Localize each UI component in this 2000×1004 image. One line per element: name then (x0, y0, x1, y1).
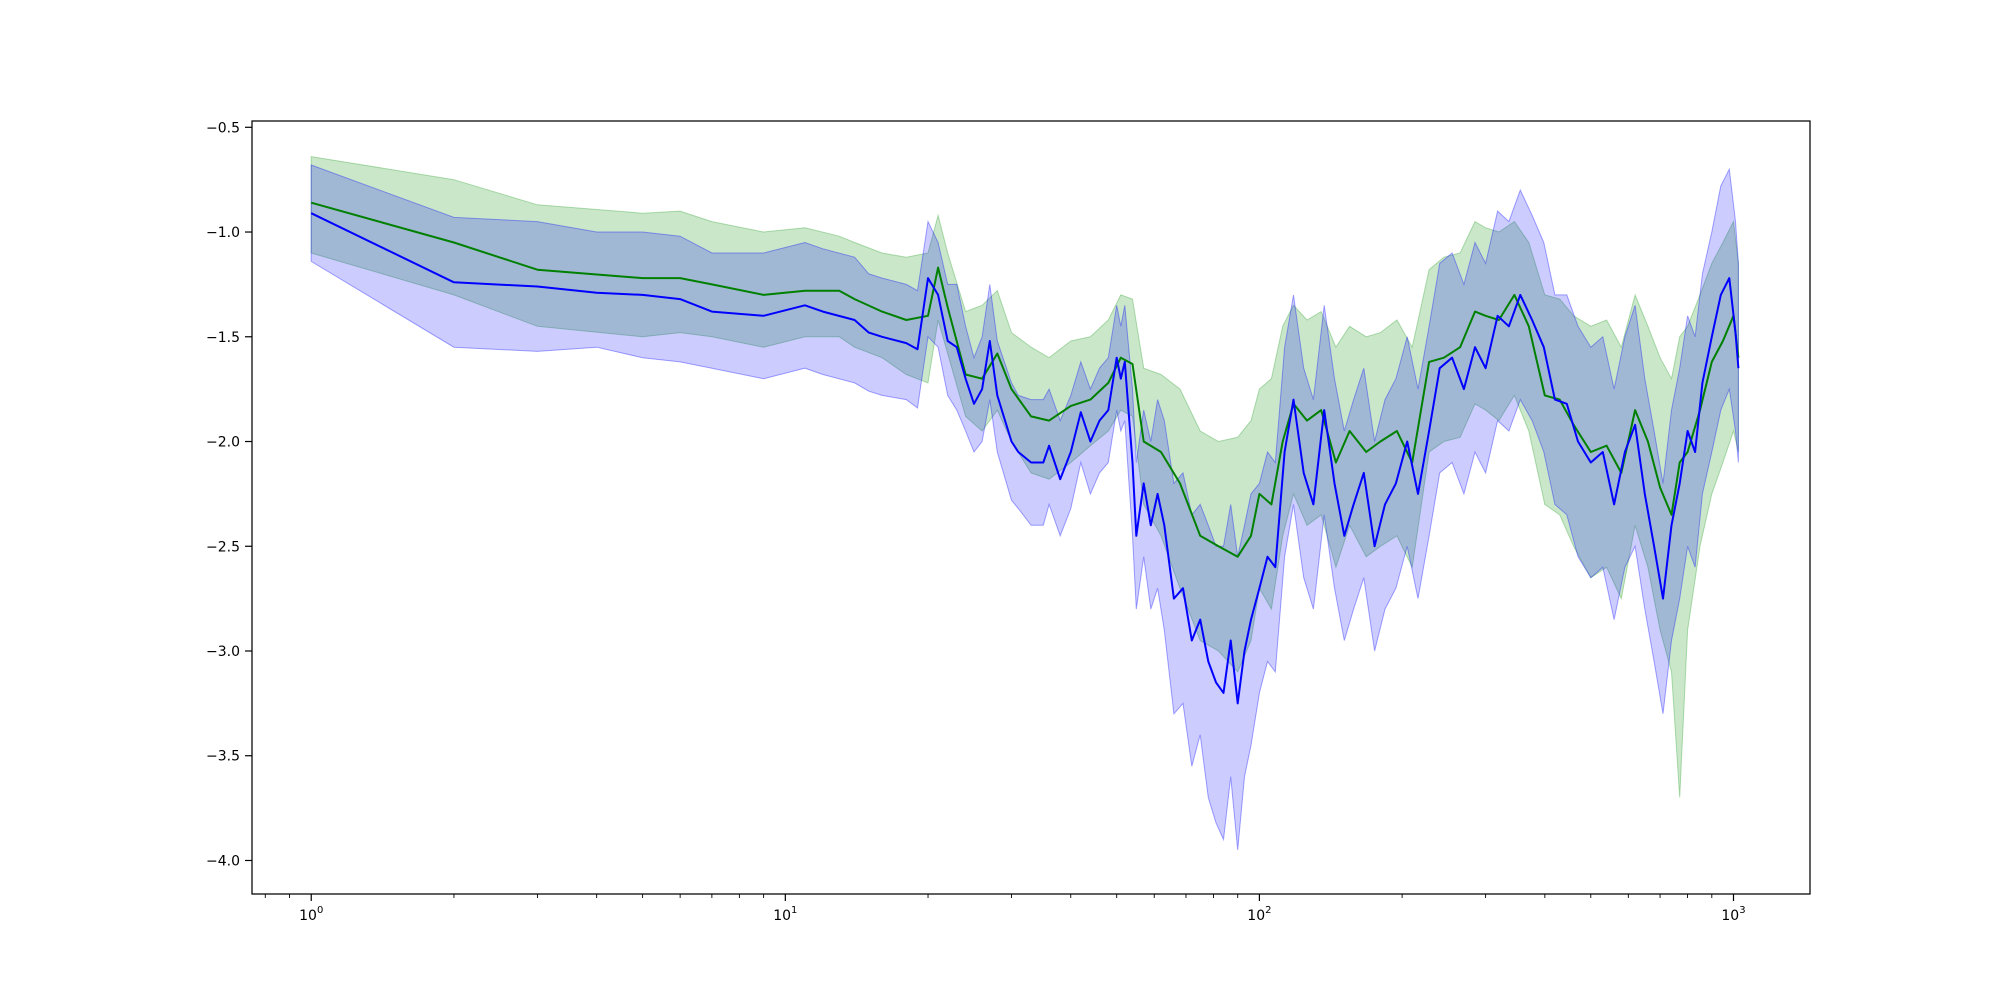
y-tick-label: −1.5 (206, 330, 240, 346)
confidence-bands (310, 156, 1739, 851)
y-tick-label: −1.0 (206, 225, 240, 241)
series-2-line (310, 212, 1740, 705)
y-tick-label: −3.5 (206, 749, 240, 765)
x-tick-label: 100 (299, 905, 323, 924)
series-2-band (310, 164, 1739, 851)
y-tick-label: −2.0 (206, 435, 240, 451)
y-tick-label: −4.0 (206, 853, 240, 869)
x-tick-label: 101 (773, 905, 797, 924)
axes: −0.5 −1.0 −1.5 −2.0 −2.5 −3.0 −3.5 −4.0 100 101 10… (206, 120, 1811, 924)
plot-frame (251, 120, 1811, 895)
y-tick-label: −0.5 (206, 120, 240, 136)
series-1-line (310, 201, 1740, 558)
y-tick-label: −3.0 (206, 644, 240, 660)
series-lines (310, 201, 1740, 705)
series-1-band (310, 156, 1739, 798)
y-tick-label: −2.5 (206, 539, 240, 555)
x-tick-label: 103 (1721, 905, 1745, 924)
x-tick-label: 102 (1247, 905, 1271, 924)
